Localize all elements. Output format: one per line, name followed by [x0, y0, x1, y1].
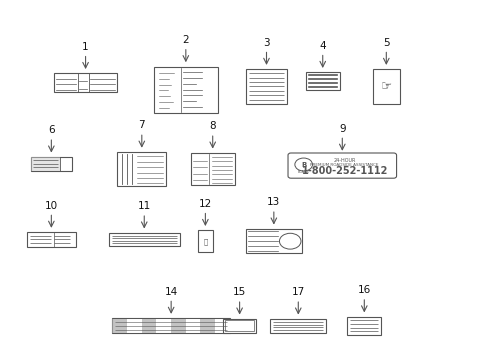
Text: 15: 15	[232, 287, 246, 297]
Bar	[224, 320, 254, 331]
Text: 17: 17	[291, 287, 305, 297]
Text: 24-HOUR: 24-HOUR	[333, 158, 355, 163]
Text: 7: 7	[138, 121, 145, 130]
Text: 12: 12	[198, 199, 212, 209]
Text: PREMIUM ROADSIDE ASSISTANCE: PREMIUM ROADSIDE ASSISTANCE	[310, 162, 378, 167]
Bar	[54, 73, 117, 92]
Bar	[112, 318, 229, 333]
Bar	[127, 319, 142, 333]
Text: 1: 1	[82, 42, 89, 52]
Bar	[245, 69, 287, 104]
Bar	[185, 319, 200, 333]
Text: 🔧: 🔧	[203, 238, 207, 244]
Text: 14: 14	[164, 287, 178, 297]
Bar	[305, 72, 339, 90]
Bar	[156, 319, 171, 333]
Bar	[117, 152, 166, 186]
Bar	[171, 319, 185, 333]
Text: 11: 11	[137, 201, 151, 211]
Text: 10: 10	[45, 201, 58, 211]
Bar	[30, 157, 61, 171]
Text: 4: 4	[319, 41, 325, 51]
Text: 13: 13	[266, 197, 280, 207]
Bar	[245, 229, 302, 253]
Bar	[154, 67, 217, 113]
Bar	[142, 319, 156, 333]
Text: 1-800-252-1112: 1-800-252-1112	[301, 166, 387, 176]
Text: 6: 6	[48, 125, 55, 135]
Bar	[223, 319, 256, 333]
Bar	[346, 317, 381, 335]
Text: 9: 9	[338, 123, 345, 134]
Text: BLACK: BLACK	[297, 170, 309, 174]
Text: B: B	[301, 162, 305, 167]
Bar	[108, 233, 179, 246]
Bar	[27, 232, 76, 247]
Bar	[269, 319, 326, 333]
Bar	[112, 319, 127, 333]
Bar	[198, 230, 212, 252]
Text: 16: 16	[357, 285, 370, 295]
Text: 2: 2	[182, 35, 189, 45]
Bar	[190, 153, 234, 185]
FancyBboxPatch shape	[287, 153, 396, 178]
Text: 8: 8	[209, 121, 216, 131]
Bar	[215, 319, 229, 333]
Text: ☞: ☞	[380, 80, 391, 93]
Text: 5: 5	[382, 38, 389, 48]
Bar	[372, 69, 399, 104]
Bar	[200, 319, 215, 333]
Text: 3: 3	[263, 38, 269, 48]
Bar	[30, 157, 72, 171]
